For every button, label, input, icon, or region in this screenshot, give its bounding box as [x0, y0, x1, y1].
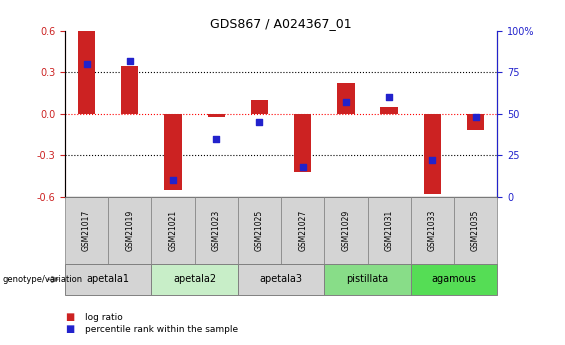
Title: GDS867 / A024367_01: GDS867 / A024367_01 — [210, 17, 352, 30]
Bar — [380, 107, 398, 114]
Bar — [337, 83, 355, 114]
Text: GSM21023: GSM21023 — [212, 210, 221, 251]
Text: GSM21027: GSM21027 — [298, 210, 307, 251]
Point — [168, 177, 177, 183]
Bar — [424, 114, 441, 194]
Text: apetala3: apetala3 — [259, 275, 303, 284]
Bar — [294, 114, 311, 172]
Point — [212, 136, 221, 141]
Text: apetala2: apetala2 — [173, 275, 216, 284]
Text: GSM21019: GSM21019 — [125, 210, 134, 251]
Point — [255, 119, 264, 125]
Text: pistillata: pistillata — [346, 275, 389, 284]
Text: GSM21035: GSM21035 — [471, 210, 480, 251]
Bar — [121, 66, 138, 114]
Point — [298, 164, 307, 170]
Text: log ratio: log ratio — [85, 313, 123, 322]
Text: percentile rank within the sample: percentile rank within the sample — [85, 325, 238, 334]
Point — [341, 99, 350, 105]
Text: GSM21017: GSM21017 — [82, 210, 91, 251]
Text: apetala1: apetala1 — [86, 275, 130, 284]
Text: GSM21021: GSM21021 — [168, 210, 177, 251]
Text: agamous: agamous — [432, 275, 476, 284]
Point — [82, 61, 91, 67]
Point — [125, 58, 134, 63]
Bar — [164, 114, 182, 190]
Bar — [78, 31, 95, 114]
Text: GSM21031: GSM21031 — [385, 210, 394, 251]
Text: genotype/variation: genotype/variation — [3, 275, 83, 284]
Bar — [251, 100, 268, 114]
Bar — [467, 114, 484, 130]
Point — [471, 115, 480, 120]
Text: GSM21025: GSM21025 — [255, 210, 264, 251]
Text: ■: ■ — [65, 313, 74, 322]
Text: GSM21033: GSM21033 — [428, 210, 437, 251]
Point — [385, 95, 394, 100]
Point — [428, 157, 437, 163]
Bar — [207, 114, 225, 117]
Text: GSM21029: GSM21029 — [341, 210, 350, 251]
Text: ■: ■ — [65, 325, 74, 334]
